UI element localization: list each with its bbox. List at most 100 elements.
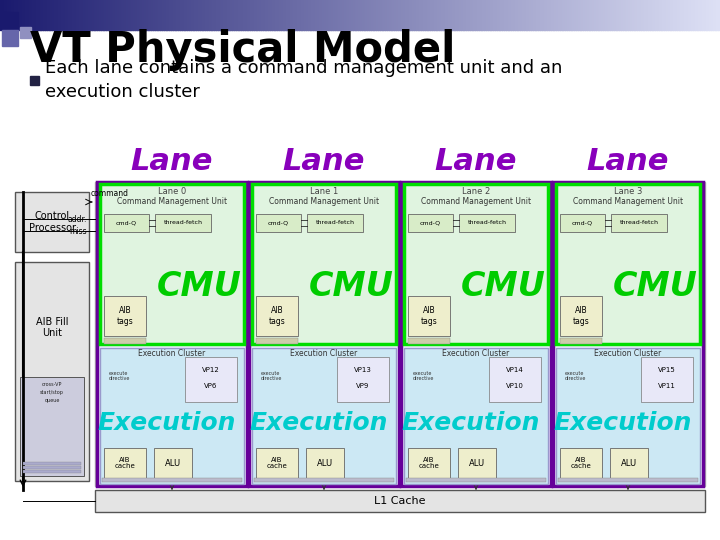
Text: AIB
tags: AIB tags bbox=[117, 306, 133, 326]
Bar bbox=[256, 338, 298, 344]
Bar bbox=[556, 348, 700, 484]
Text: ALU: ALU bbox=[165, 458, 181, 468]
Bar bbox=[20, 27, 31, 38]
Text: CMU: CMU bbox=[613, 271, 698, 303]
Bar bbox=[401, 182, 551, 486]
Bar bbox=[404, 348, 548, 484]
Text: L1 Cache: L1 Cache bbox=[374, 496, 426, 506]
Bar bbox=[560, 448, 602, 478]
Text: Lane 1: Lane 1 bbox=[310, 186, 338, 195]
Bar bbox=[560, 338, 602, 344]
Text: CMU: CMU bbox=[461, 271, 546, 303]
Text: VP14: VP14 bbox=[506, 368, 524, 374]
Text: CMU: CMU bbox=[309, 271, 393, 303]
Bar bbox=[100, 184, 244, 344]
Text: Lane: Lane bbox=[283, 147, 365, 177]
Bar bbox=[23, 462, 81, 465]
Bar bbox=[408, 214, 453, 232]
Text: Execution Cluster: Execution Cluster bbox=[138, 349, 206, 359]
Bar bbox=[23, 466, 81, 469]
Bar bbox=[556, 184, 700, 344]
Text: ALU: ALU bbox=[317, 458, 333, 468]
Text: addr.: addr. bbox=[68, 214, 87, 224]
Text: thread-fetch: thread-fetch bbox=[467, 220, 506, 226]
Bar bbox=[2, 30, 18, 46]
Text: VP9: VP9 bbox=[356, 383, 369, 389]
Text: execute
directive: execute directive bbox=[109, 370, 130, 381]
Bar bbox=[102, 478, 242, 482]
Bar bbox=[23, 470, 81, 473]
Text: Execution: Execution bbox=[98, 411, 236, 435]
Text: VP10: VP10 bbox=[506, 383, 524, 389]
Bar bbox=[30, 76, 39, 84]
Text: AIB
cache: AIB cache bbox=[418, 456, 439, 469]
Bar bbox=[307, 214, 363, 232]
Text: Control
Processor: Control Processor bbox=[29, 211, 76, 233]
Bar bbox=[408, 296, 450, 336]
Text: AIB
cache: AIB cache bbox=[266, 456, 287, 469]
Bar bbox=[185, 357, 237, 402]
Text: AIB
cache: AIB cache bbox=[571, 456, 591, 469]
Bar bbox=[2, 12, 18, 28]
Bar bbox=[611, 214, 667, 232]
Bar bbox=[458, 448, 496, 478]
Text: execute
directive: execute directive bbox=[413, 370, 434, 381]
Text: cross-VP: cross-VP bbox=[42, 382, 62, 388]
Text: start/stop: start/stop bbox=[40, 390, 64, 395]
Text: Execution Cluster: Execution Cluster bbox=[442, 349, 510, 359]
Text: Command Management Unit: Command Management Unit bbox=[421, 198, 531, 206]
Bar bbox=[560, 296, 602, 336]
Text: VP15: VP15 bbox=[658, 368, 676, 374]
Bar bbox=[406, 478, 546, 482]
Bar bbox=[553, 182, 703, 486]
Text: VP11: VP11 bbox=[658, 383, 676, 389]
Text: CMU: CMU bbox=[156, 271, 241, 303]
Bar bbox=[256, 448, 298, 478]
Bar bbox=[249, 182, 399, 486]
Text: AIB Fill
Unit: AIB Fill Unit bbox=[36, 317, 68, 339]
Text: AIB
tags: AIB tags bbox=[420, 306, 437, 326]
Bar bbox=[404, 184, 548, 344]
Text: Lane: Lane bbox=[131, 147, 213, 177]
Text: thread-fetch: thread-fetch bbox=[619, 220, 659, 226]
Bar bbox=[104, 214, 149, 232]
Text: Command Management Unit: Command Management Unit bbox=[573, 198, 683, 206]
Bar bbox=[104, 338, 146, 344]
Bar bbox=[15, 192, 89, 252]
Text: Command Management Unit: Command Management Unit bbox=[269, 198, 379, 206]
Text: Execution Cluster: Execution Cluster bbox=[290, 349, 358, 359]
Bar bbox=[252, 184, 396, 344]
Bar bbox=[560, 214, 605, 232]
Bar bbox=[155, 214, 211, 232]
Bar bbox=[337, 357, 389, 402]
Text: Lane 0: Lane 0 bbox=[158, 186, 186, 195]
Text: AIB
cache: AIB cache bbox=[114, 456, 135, 469]
Text: Lane 2: Lane 2 bbox=[462, 186, 490, 195]
Bar bbox=[15, 262, 89, 481]
Bar bbox=[254, 478, 394, 482]
Bar bbox=[408, 448, 450, 478]
Text: ALU: ALU bbox=[621, 458, 637, 468]
Text: Lane: Lane bbox=[435, 147, 517, 177]
Text: cmd-Q: cmd-Q bbox=[268, 220, 289, 226]
Bar bbox=[97, 182, 247, 486]
Bar bbox=[95, 490, 705, 512]
Bar bbox=[256, 296, 298, 336]
Text: miss: miss bbox=[69, 226, 87, 235]
Text: ALU: ALU bbox=[469, 458, 485, 468]
Bar bbox=[100, 348, 244, 484]
Bar bbox=[610, 448, 648, 478]
Bar bbox=[408, 338, 450, 344]
Text: Execution: Execution bbox=[250, 411, 388, 435]
Text: AIB
tags: AIB tags bbox=[572, 306, 590, 326]
Text: command: command bbox=[91, 189, 129, 198]
Text: Execution: Execution bbox=[402, 411, 540, 435]
Bar bbox=[104, 448, 146, 478]
Text: Each lane contains a command management unit and an
execution cluster: Each lane contains a command management … bbox=[45, 59, 562, 101]
Bar bbox=[489, 357, 541, 402]
Text: thread-fetch: thread-fetch bbox=[163, 220, 202, 226]
Bar bbox=[20, 377, 84, 476]
Bar bbox=[104, 296, 146, 336]
Text: queue: queue bbox=[45, 399, 60, 403]
Text: AIB
tags: AIB tags bbox=[269, 306, 285, 326]
